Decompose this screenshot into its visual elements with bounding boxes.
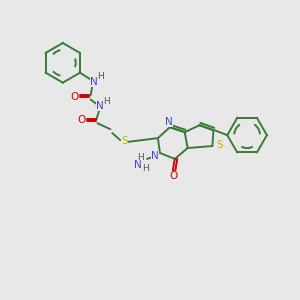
Text: S: S — [121, 136, 128, 146]
Text: N: N — [151, 151, 159, 161]
Text: O: O — [170, 171, 178, 181]
Text: H: H — [103, 97, 110, 106]
Text: N: N — [165, 117, 173, 127]
Text: H: H — [137, 153, 143, 162]
Text: O: O — [77, 115, 86, 125]
Text: N: N — [96, 101, 103, 111]
Text: O: O — [70, 92, 79, 101]
Text: N: N — [90, 76, 98, 87]
Text: S: S — [216, 140, 223, 150]
Text: H: H — [142, 164, 148, 173]
Text: H: H — [97, 72, 104, 81]
Text: N: N — [134, 160, 142, 170]
